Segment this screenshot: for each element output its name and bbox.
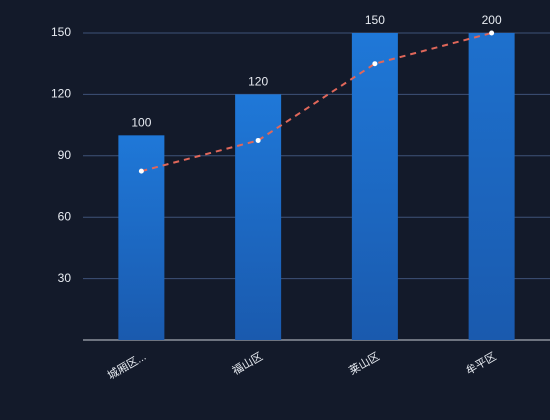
data-label: 120 (248, 75, 268, 89)
line-point (372, 61, 378, 67)
y-tick-label: 90 (58, 148, 72, 162)
y-tick-label: 120 (51, 87, 71, 101)
data-label: 150 (365, 13, 385, 27)
data-label: 100 (131, 116, 151, 130)
data-label: 200 (482, 13, 502, 27)
x-tick-label: 福山区 (229, 349, 265, 378)
line-point (138, 168, 144, 174)
bar (351, 33, 398, 340)
x-tick-label: 莱山区 (347, 350, 382, 378)
line-point (489, 30, 495, 36)
bar (468, 33, 515, 340)
y-tick-label: 30 (58, 271, 72, 285)
x-tick-label: 牟平区 (463, 349, 499, 378)
line-point (255, 137, 261, 143)
plot-area (118, 33, 515, 340)
line (141, 32, 492, 173)
y-tick-label: 150 (51, 25, 71, 39)
x-tick-label: 城厢区... (105, 350, 148, 382)
bar (235, 94, 282, 340)
y-tick-label: 60 (58, 209, 72, 223)
